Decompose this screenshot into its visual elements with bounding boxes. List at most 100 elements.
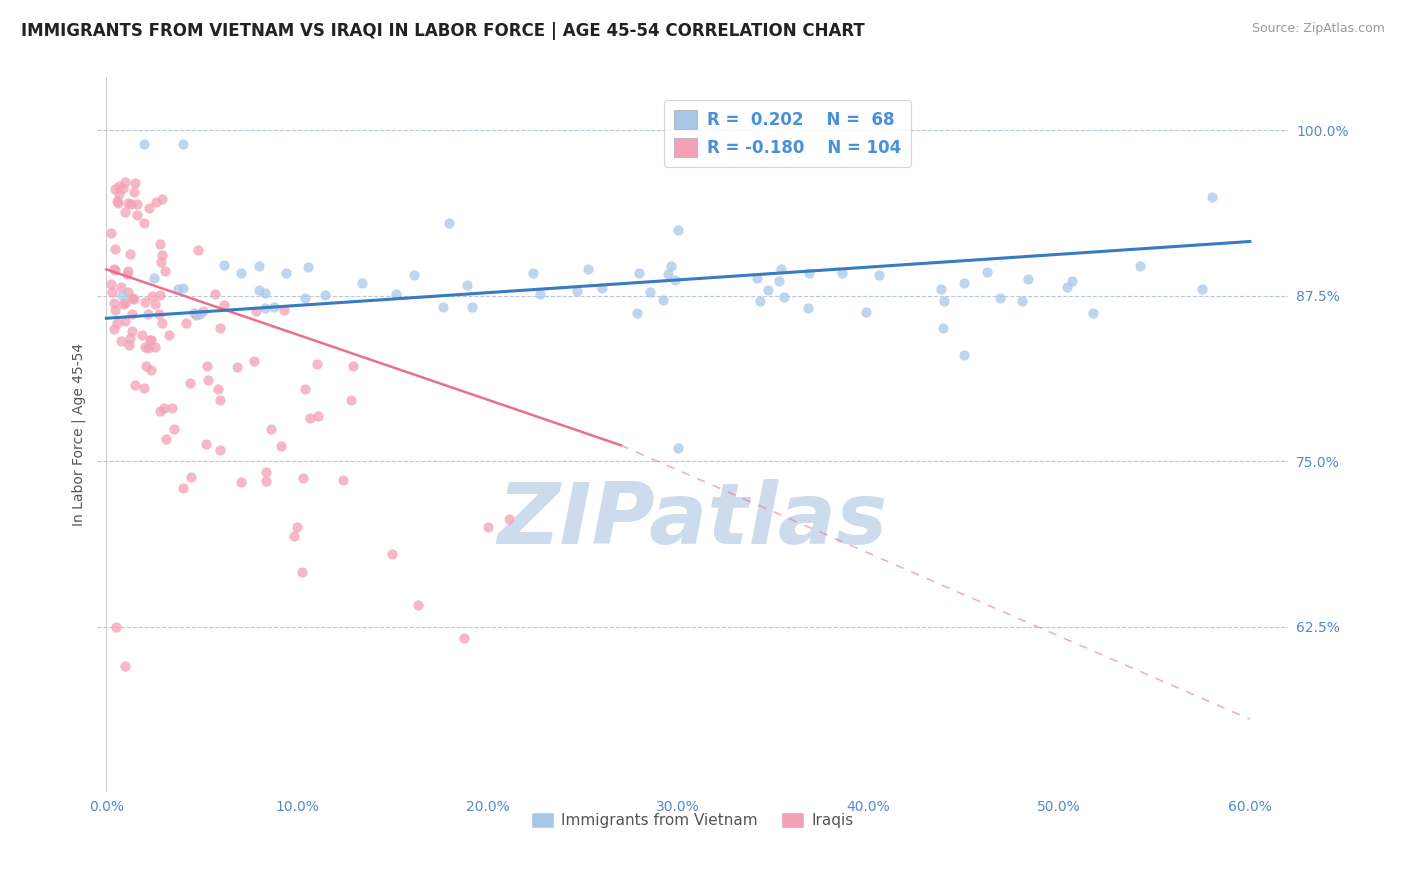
Point <box>208 392 231 407</box>
Point <box>294 382 316 396</box>
Point <box>352 277 374 291</box>
Point <box>141 363 163 377</box>
Point <box>114 205 136 219</box>
Point <box>134 294 156 309</box>
Point <box>107 316 129 330</box>
Legend: Immigrants from Vietnam, Iraqis: Immigrants from Vietnam, Iraqis <box>524 806 860 834</box>
Point <box>103 322 125 336</box>
Point <box>150 193 173 207</box>
Point <box>134 341 156 355</box>
Point <box>666 441 689 455</box>
Point <box>104 242 127 256</box>
Point <box>104 619 127 633</box>
Point <box>197 373 219 387</box>
Point <box>212 298 235 312</box>
Point <box>477 520 499 534</box>
Point <box>976 265 998 279</box>
Point <box>134 216 156 230</box>
Point <box>799 266 821 280</box>
Point <box>243 354 266 368</box>
Point <box>125 197 148 211</box>
Point <box>209 321 232 335</box>
Point <box>134 136 156 151</box>
Point <box>114 314 136 328</box>
Point <box>260 422 283 436</box>
Point <box>153 264 176 278</box>
Point <box>112 181 135 195</box>
Point <box>640 285 662 299</box>
Point <box>565 284 588 298</box>
Point <box>929 282 952 296</box>
Point <box>283 529 305 543</box>
Point <box>453 631 475 645</box>
Point <box>245 304 267 318</box>
Point <box>187 243 209 257</box>
Point <box>456 277 478 292</box>
Point <box>114 659 136 673</box>
Point <box>294 291 316 305</box>
Point <box>124 176 146 190</box>
Point <box>184 308 207 322</box>
Point <box>651 293 673 307</box>
Point <box>139 333 162 347</box>
Point <box>121 324 143 338</box>
Point <box>142 270 165 285</box>
Point <box>332 473 354 487</box>
Point <box>117 264 139 278</box>
Point <box>247 260 270 274</box>
Point <box>172 281 194 295</box>
Point <box>127 208 149 222</box>
Point <box>657 268 679 282</box>
Point <box>212 258 235 272</box>
Point <box>285 520 308 534</box>
Point <box>174 316 197 330</box>
Point <box>749 293 772 308</box>
Point <box>103 261 125 276</box>
Point <box>108 178 131 193</box>
Point <box>297 260 319 274</box>
Point <box>229 266 252 280</box>
Point <box>150 248 173 262</box>
Point <box>121 307 143 321</box>
Point <box>291 566 314 580</box>
Point <box>253 285 276 300</box>
Point <box>666 222 689 236</box>
Point <box>120 197 142 211</box>
Point <box>131 328 153 343</box>
Point <box>180 470 202 484</box>
Point <box>183 306 205 320</box>
Point <box>135 359 157 374</box>
Point <box>934 293 956 308</box>
Point <box>773 290 796 304</box>
Point <box>291 471 314 485</box>
Point <box>522 267 544 281</box>
Point <box>148 236 170 251</box>
Point <box>1083 306 1105 320</box>
Point <box>120 331 142 345</box>
Point <box>118 338 141 352</box>
Point <box>745 270 768 285</box>
Text: IMMIGRANTS FROM VIETNAM VS IRAQI IN LABOR FORCE | AGE 45-54 CORRELATION CHART: IMMIGRANTS FROM VIETNAM VS IRAQI IN LABO… <box>21 22 865 40</box>
Point <box>432 300 454 314</box>
Point <box>149 404 172 418</box>
Point <box>107 196 129 211</box>
Point <box>139 333 162 347</box>
Point <box>110 334 132 348</box>
Point <box>381 547 404 561</box>
Point <box>208 442 231 457</box>
Point <box>124 377 146 392</box>
Point <box>342 359 364 373</box>
Point <box>118 247 141 261</box>
Point <box>194 437 217 451</box>
Point <box>148 307 170 321</box>
Point <box>1017 271 1039 285</box>
Point <box>529 286 551 301</box>
Point <box>138 201 160 215</box>
Point <box>626 306 648 320</box>
Point <box>107 194 129 209</box>
Point <box>145 195 167 210</box>
Point <box>157 327 180 342</box>
Point <box>121 291 143 305</box>
Point <box>953 348 976 362</box>
Point <box>307 409 329 424</box>
